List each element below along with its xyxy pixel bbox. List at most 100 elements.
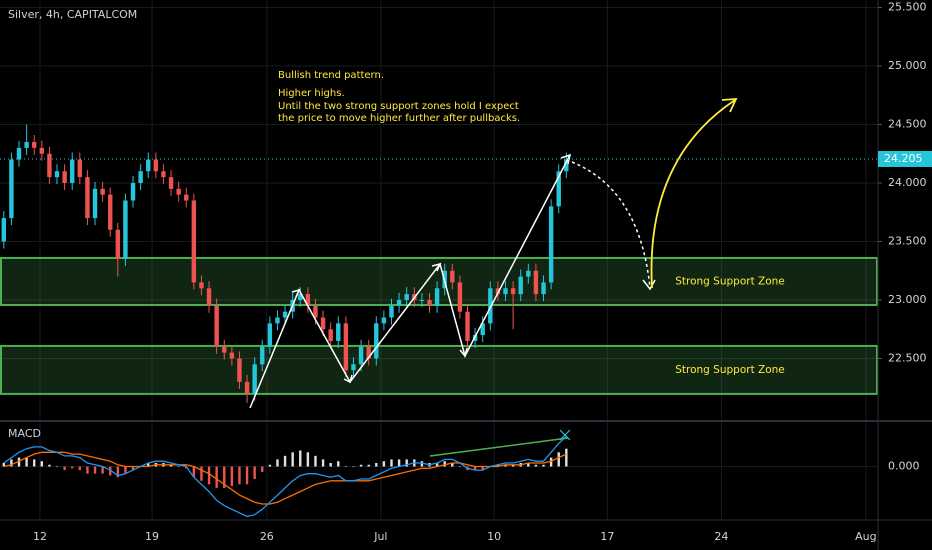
- macd-histogram-bar: [131, 466, 135, 471]
- macd-histogram-bar: [25, 457, 28, 467]
- candle-body: [184, 194, 189, 201]
- candle-body: [336, 323, 341, 341]
- macd-line: [3, 435, 567, 518]
- x-tick-label: 12: [33, 530, 47, 543]
- x-tick-label: Jul: [373, 530, 387, 543]
- macd-histogram-bar: [565, 448, 568, 467]
- macd-histogram-bar: [101, 466, 104, 474]
- macd-histogram-bar: [2, 462, 6, 467]
- y-tick-label: 0.000: [888, 460, 920, 473]
- candle-body: [396, 299, 402, 306]
- last-price-label: 24.205: [884, 152, 923, 165]
- arrowhead: [459, 347, 468, 358]
- macd-histogram-bar: [93, 466, 97, 474]
- macd-histogram-bar: [33, 459, 36, 467]
- projection-dashed: [571, 161, 651, 289]
- macd-histogram-bar: [443, 461, 446, 467]
- candle-body: [191, 200, 197, 283]
- candle-body: [153, 159, 159, 172]
- macd-histogram-bar: [435, 462, 439, 467]
- candle-body: [168, 177, 174, 189]
- candle-body: [47, 153, 52, 178]
- x-tick-label: Aug: [855, 530, 876, 543]
- macd-histogram-bar: [473, 466, 477, 471]
- macd-histogram-bar: [291, 452, 294, 467]
- candle-body: [518, 276, 523, 295]
- candle-body: [404, 294, 409, 300]
- macd-histogram-bar: [261, 466, 264, 472]
- macd-trendline: [429, 437, 569, 457]
- candle-body: [16, 147, 22, 160]
- macd-histogram-bar: [382, 461, 386, 467]
- macd-histogram-bar: [306, 452, 310, 467]
- candle-body: [320, 317, 326, 330]
- zone-label: Strong Support Zone: [675, 275, 785, 287]
- candle-body: [548, 206, 554, 283]
- candle-body: [206, 288, 212, 306]
- macd-label: MACD: [8, 427, 41, 440]
- macd-histogram-bar: [86, 466, 89, 474]
- macd-histogram-bar: [40, 461, 44, 467]
- y-tick-label: 23.500: [888, 234, 927, 247]
- candle-body: [457, 282, 463, 312]
- candle-body: [343, 323, 349, 371]
- candle-body: [556, 171, 561, 207]
- macd-histogram-bar: [329, 462, 332, 467]
- y-tick-label: 25.000: [888, 59, 927, 72]
- macd-histogram-bar: [299, 450, 302, 467]
- arrowhead: [291, 288, 301, 298]
- macd-histogram-bar: [375, 462, 378, 467]
- x-tick-label: 24: [714, 530, 728, 543]
- macd-histogram-bar: [504, 464, 507, 467]
- macd-histogram-bar: [557, 452, 560, 467]
- candle-body: [70, 159, 75, 183]
- macd-histogram-bar: [192, 466, 196, 478]
- candle-body: [564, 159, 569, 172]
- macd-histogram-bar: [420, 461, 424, 467]
- macd-histogram-bar: [71, 466, 74, 469]
- candle-body: [298, 294, 303, 300]
- candle-body: [9, 159, 14, 219]
- macd-histogram-bar: [314, 455, 317, 467]
- candle-body: [389, 305, 394, 318]
- candle-body: [351, 364, 356, 371]
- annotation: Bullish trend pattern.: [278, 70, 384, 81]
- candle-body: [313, 305, 318, 318]
- candle-body: [480, 323, 485, 336]
- candle-body: [526, 270, 531, 277]
- candle-body: [108, 194, 113, 230]
- annotation: Until the two strong support zones hold …: [278, 101, 519, 112]
- macd-histogram-bar: [458, 466, 462, 468]
- candle-body: [503, 288, 508, 295]
- projection-up: [650, 99, 736, 289]
- macd-histogram-bar: [109, 466, 112, 476]
- macd-histogram-bar: [367, 464, 370, 467]
- macd-histogram-bar: [359, 464, 363, 467]
- macd-histogram-bar: [230, 466, 234, 487]
- candle-body: [305, 294, 311, 306]
- macd-histogram-bar: [200, 466, 203, 481]
- macd-histogram-bar: [215, 466, 218, 488]
- candle-body: [260, 346, 265, 365]
- candle-body: [123, 200, 128, 260]
- candle-body: [138, 171, 143, 183]
- macd-histogram-bar: [245, 466, 249, 485]
- chart-title: Silver, 4h, CAPITALCOM: [8, 8, 137, 21]
- macd-histogram-bar: [253, 466, 256, 480]
- macd-histogram-bar: [542, 464, 545, 467]
- candle-body: [244, 381, 250, 394]
- x-tick-label: 26: [260, 530, 274, 543]
- macd-histogram-bar: [390, 459, 393, 467]
- candle-body: [450, 270, 455, 283]
- macd-histogram-bar: [223, 466, 226, 488]
- macd-histogram-bar: [283, 455, 287, 467]
- candle-body: [358, 346, 364, 365]
- macd-histogram-bar: [337, 461, 340, 467]
- candle-body: [85, 177, 90, 219]
- macd-histogram-bar: [405, 459, 408, 467]
- arrowhead: [721, 97, 738, 113]
- candle-body: [199, 282, 204, 289]
- candle-body: [62, 171, 67, 183]
- macd-histogram-bar: [116, 466, 120, 478]
